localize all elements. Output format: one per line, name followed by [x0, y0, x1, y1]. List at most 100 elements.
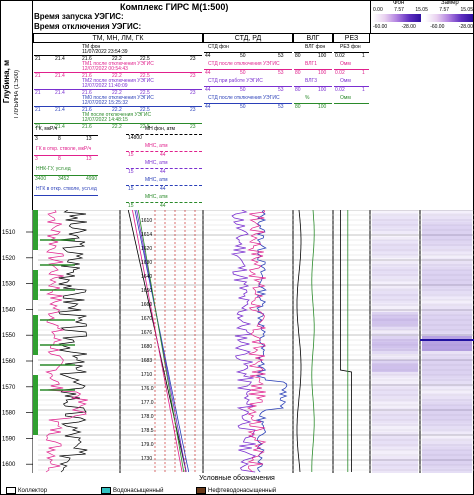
phase-spectrogram-cell [372, 228, 418, 231]
col-header-rez: РЕЗ [333, 33, 370, 43]
phase-spectrogram-cell [372, 429, 418, 432]
depth-tick-label: 1510 [2, 230, 16, 236]
zamer-spectrogram-cell [422, 426, 472, 429]
zamer-spectrogram-cell [422, 345, 472, 348]
zamer-spectrogram-cell [422, 423, 472, 426]
zamer-spectrogram-cell [422, 336, 472, 339]
vlg-scale-value: 80 [295, 87, 301, 93]
phase-spectrogram-cell [372, 417, 418, 420]
std-scale-value: 50 [240, 87, 246, 93]
mn-scale-value: 14800 [128, 135, 142, 141]
lithology-segment [33, 270, 38, 300]
pressure-label: 1683 [141, 358, 152, 364]
lithology-segment [33, 300, 38, 315]
phase-spectrogram-cell [372, 255, 418, 258]
scale-tick: 7.57 [439, 7, 450, 13]
std-curve-name: СТД при работе УЭГИС [208, 78, 263, 84]
vlg-scale-value: 100 [318, 70, 327, 76]
rez-scale-value: 1 [362, 53, 365, 59]
pressure-label: 1650 [141, 288, 152, 294]
gk-curve-line [34, 195, 98, 196]
depth-tick-label: 1530 [2, 282, 16, 288]
zamer-spectrogram-cell [422, 318, 472, 321]
zamer-spectrogram-cell [422, 402, 472, 405]
phase-spectrogram-cell [372, 225, 418, 228]
zamer-spectrogram-cell [422, 252, 472, 255]
rez-scale-value: 1 [362, 87, 365, 93]
gk-scale-value: 13 [86, 136, 92, 142]
zamer-spectrogram-cell [422, 465, 472, 468]
gk-curve-name: ГК, мкР/ч [36, 126, 58, 132]
phase-spectrogram-cell [372, 279, 418, 282]
lithology-segment [33, 250, 38, 270]
pressure-label: 178.5 [141, 428, 154, 434]
vlg-scale-value: 80 [295, 104, 301, 110]
tm-curve-line [34, 72, 202, 73]
zamer-spectrogram-cell [422, 348, 472, 351]
std-scale-value: 50 [240, 53, 246, 59]
legend-item-label: Коллектор [18, 487, 48, 494]
phase-spectrogram-cell [372, 378, 418, 381]
tm-scale-value: 21.4 [55, 90, 65, 96]
zamer-spectrogram-cell [422, 390, 472, 393]
page-title: Комплекс ГИРС М(1:500) [120, 2, 229, 12]
depth-tick-label: 1580 [2, 411, 16, 417]
col-header-vlg: ВЛГ [293, 33, 333, 43]
tm-scale-value: 21 [35, 90, 41, 96]
zamer-spectrogram-cell [422, 291, 472, 294]
zamer-spectrogram-cell [422, 270, 472, 273]
std-curve-name: СТД после отключения УЭГИС [208, 95, 280, 101]
tm-scale-value: 21.6 [82, 56, 92, 62]
pressure-label: 1676 [141, 330, 152, 336]
tm-curve-name: ТМ2 после отключения УЭГИС [82, 78, 154, 84]
tm-scale-value: 23 [190, 90, 196, 96]
phase-spectrogram-cell [372, 363, 418, 366]
legend-item: Водонасыщенный [101, 487, 164, 494]
color-scale-header: Фон Замер 0.00 7.57 15.05 7.57 15.05 -60… [370, 0, 474, 34]
zamer-spectrogram-cell [422, 387, 472, 390]
phase-spectrogram-cell [372, 345, 418, 348]
depth-header-strip [0, 0, 33, 210]
phase-spectrogram-cell [372, 414, 418, 417]
phase-spectrogram-cell [372, 222, 418, 225]
zamer-spectrogram-cell [422, 246, 472, 249]
pressure-label: 177.0 [141, 400, 154, 406]
scale-tick: -28.00 [401, 24, 416, 30]
zamer-spectrogram-cell [422, 378, 472, 381]
zamer-spectrogram-cell [422, 333, 472, 336]
pressure-label: 1660 [141, 302, 152, 308]
gk-curve-name: НГК в откр. стволе, усл.ед [36, 186, 97, 192]
std-curve-pink [246, 210, 267, 473]
mn-scale-value: 15 [128, 152, 134, 158]
vlg-curve-line [294, 86, 332, 87]
gk-scale-value: 3400 [35, 176, 47, 182]
zamer-spectrogram-cell [422, 285, 472, 288]
zamer-spectrogram-cell [422, 441, 472, 444]
phase-spectrogram-cell [372, 303, 418, 306]
zamer-spectrogram-cell [422, 372, 472, 375]
pressure-label: 1670 [141, 316, 152, 322]
stop-time-label: Время отключения УЭГИС: [34, 22, 142, 31]
zamer-spectrogram-cell [422, 309, 472, 312]
depth-tick-label: 1590 [2, 436, 16, 442]
zamer-spectrogram-cell [422, 327, 472, 330]
mn-scale-value: 44 [160, 152, 166, 158]
phase-spectrogram-cell [372, 381, 418, 384]
zamer-spectrogram-cell [422, 435, 472, 438]
gk-curve-line [34, 135, 98, 136]
phase-spectrogram-cell [372, 330, 418, 333]
mn-scale-value: 44 [160, 169, 166, 175]
phase-spectrogram-cell [372, 471, 418, 473]
zamer-spectrogram-cell [422, 429, 472, 432]
tm-scale-value: 21.4 [55, 107, 65, 113]
vlg-curve-name: ВЛГ фон [305, 44, 326, 50]
zamer-spectrogram-cell [422, 219, 472, 222]
tm-curve-name: ТМ1 после отключения УЭГИС [82, 61, 154, 67]
phase-spectrogram-cell [372, 300, 418, 303]
zamer-spectrogram-cell [422, 306, 472, 309]
tm-curve-line [34, 106, 202, 107]
phase-spectrogram-cell [372, 288, 418, 291]
zamer-spectrogram-cell [422, 240, 472, 243]
legend-item: Коллектор [6, 487, 47, 494]
scale-tick: -60.00 [373, 24, 388, 30]
